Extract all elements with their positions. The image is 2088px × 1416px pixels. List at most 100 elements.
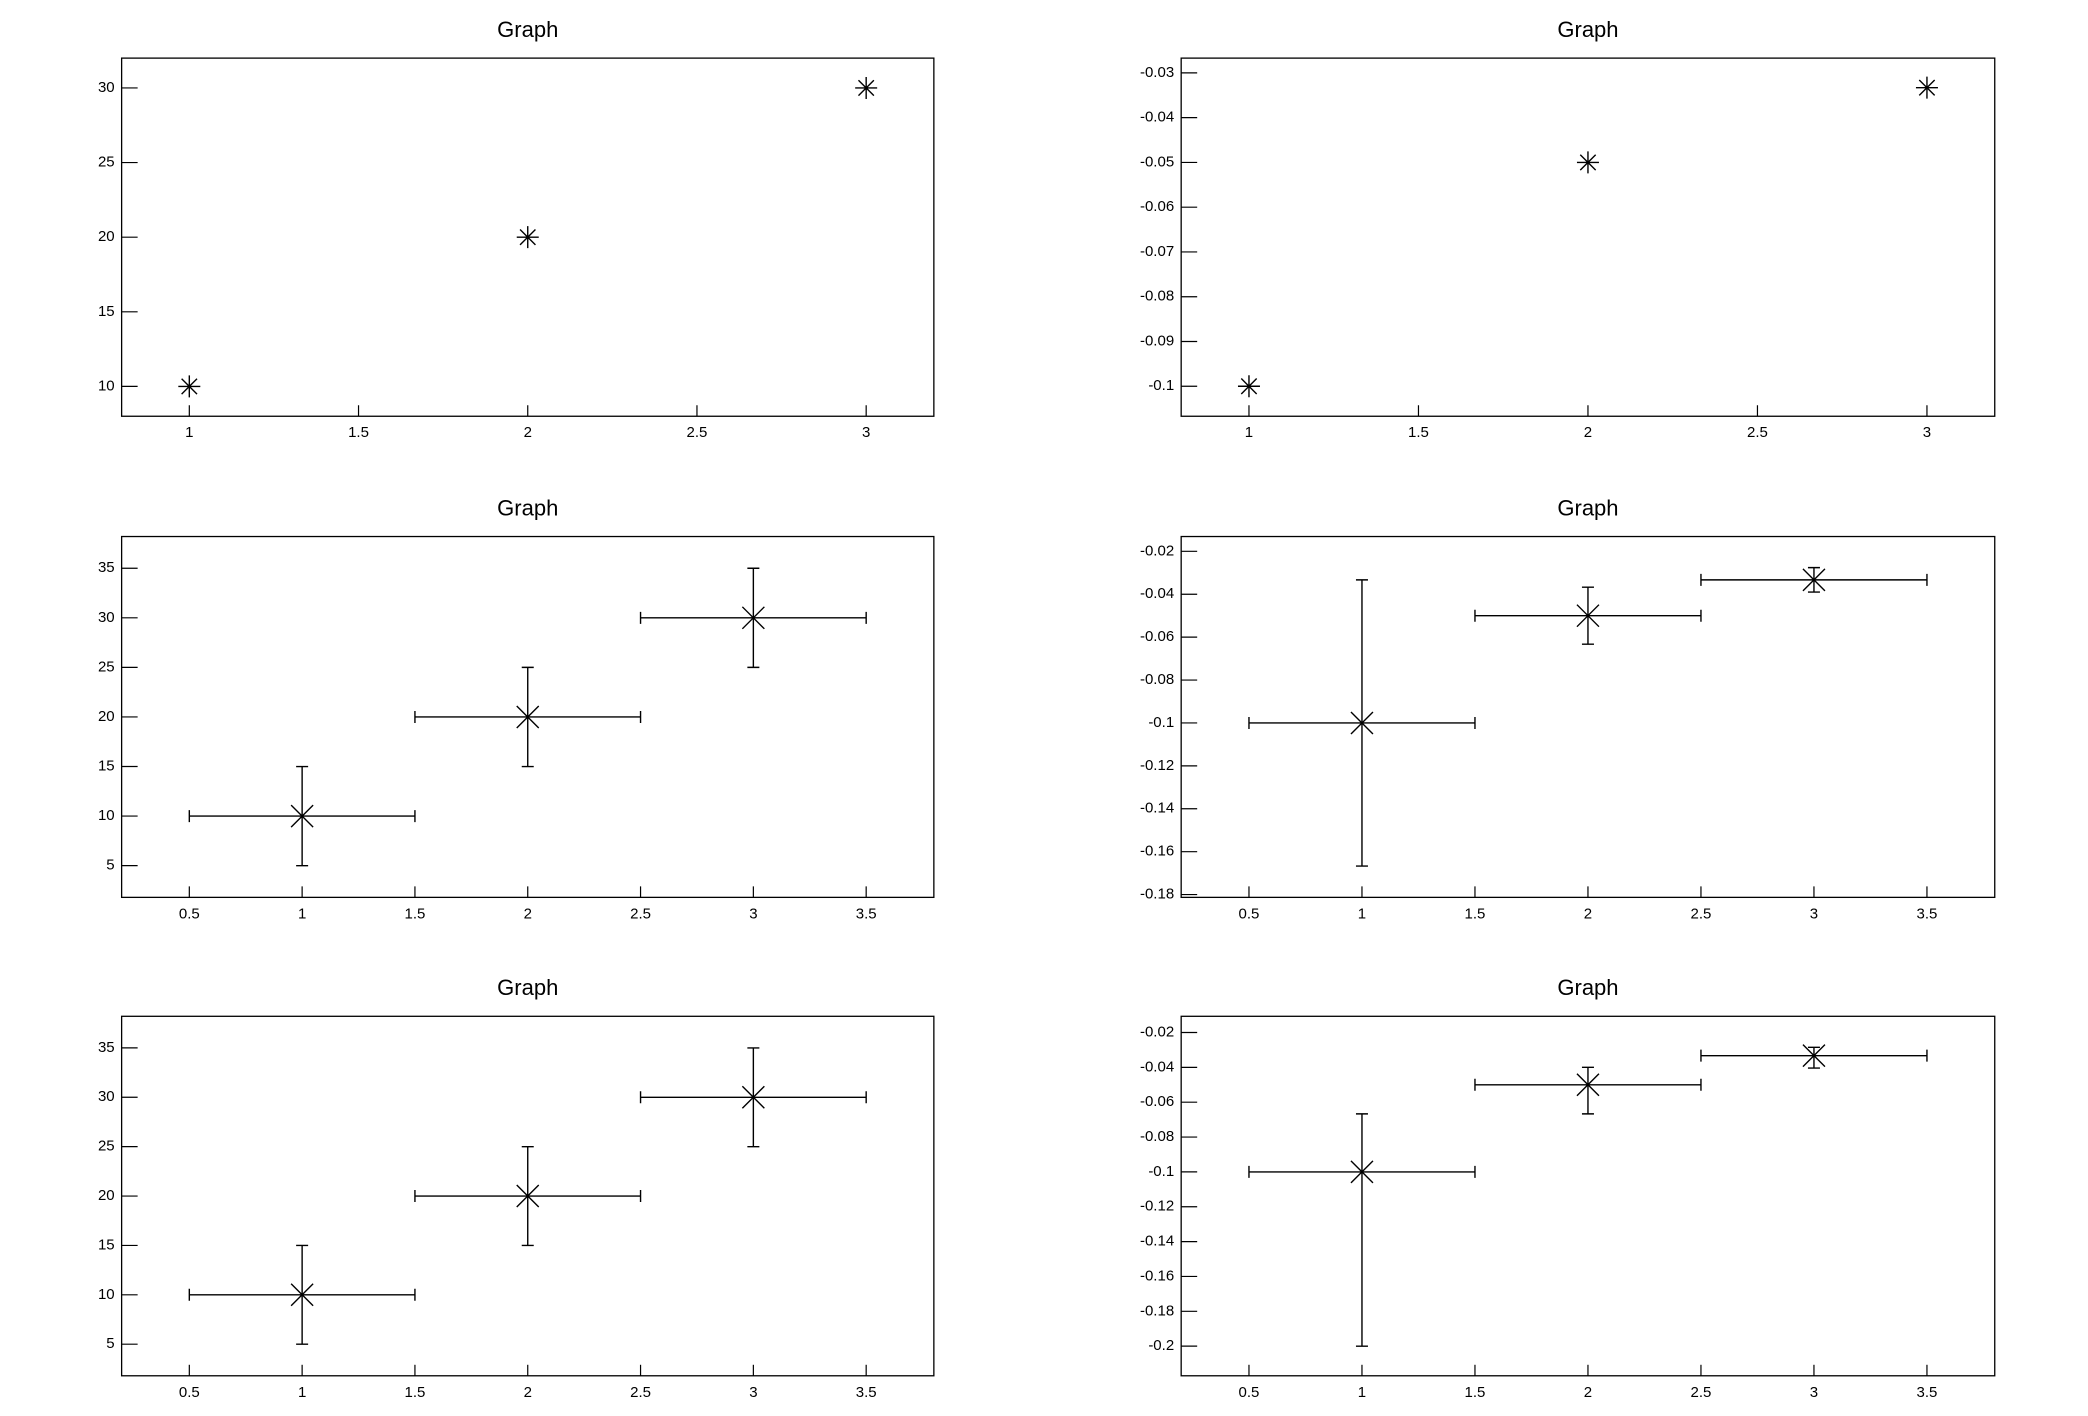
x-tick-label: 0.5 [1239, 1384, 1260, 1401]
y-tick-label: -0.12 [1140, 757, 1174, 774]
marker [1915, 76, 1938, 99]
x-tick-label: 1.5 [348, 424, 369, 441]
x-tick-label: 0.5 [179, 1384, 200, 1401]
chart-title: Graph [497, 495, 558, 520]
y-tick-label: -0.16 [1140, 843, 1174, 860]
y-tick-label: 20 [98, 708, 115, 725]
y-error-bar [1355, 1113, 1368, 1347]
y-tick-label: 30 [98, 79, 115, 96]
y-tick-label: -0.18 [1140, 886, 1174, 903]
y-tick-label: 25 [98, 1138, 115, 1155]
x-tick-label: 1 [298, 1384, 306, 1401]
y-tick-label: 30 [98, 1088, 115, 1105]
marker [1350, 1160, 1374, 1184]
y-tick-label: -0.09 [1140, 332, 1174, 349]
x-tick-label: 2 [524, 424, 532, 441]
marker [1350, 711, 1374, 735]
x-tick-label: 2.5 [1747, 424, 1768, 441]
y-tick-label: 30 [98, 609, 115, 626]
marker [516, 705, 540, 729]
marker [1576, 151, 1599, 174]
x-tick-label: 3 [1923, 424, 1931, 441]
x-tick-label: 2.5 [630, 905, 651, 922]
y-tick-label: -0.08 [1140, 671, 1174, 688]
x-tick-label: 1 [1358, 905, 1366, 922]
marker [516, 226, 539, 249]
y-tick-label: -0.14 [1140, 1233, 1174, 1250]
marker [1802, 568, 1826, 592]
x-tick-label: 2 [1584, 905, 1592, 922]
x-tick-label: 3.5 [1917, 905, 1938, 922]
y-tick-label: -0.02 [1140, 1023, 1174, 1040]
y-tick-label: 25 [98, 154, 115, 171]
y-error-bar [1807, 1046, 1820, 1069]
y-tick-label: -0.14 [1140, 800, 1174, 817]
y-tick-label: -0.08 [1140, 1128, 1174, 1145]
x-tick-label: 3.5 [1917, 1384, 1938, 1401]
marker [290, 1283, 314, 1307]
y-tick-label: 15 [98, 757, 115, 774]
chart-title: Graph [497, 17, 558, 42]
y-tick-label: -0.04 [1140, 585, 1174, 602]
y-tick-label: -0.04 [1140, 1058, 1174, 1075]
chart-title: Graph [1557, 17, 1618, 42]
x-tick-label: 1.5 [1408, 424, 1429, 441]
x-tick-label: 1 [1245, 424, 1253, 441]
y-tick-label: 25 [98, 658, 115, 675]
y-tick-label: -0.08 [1140, 288, 1174, 305]
x-tick-label: 3.5 [856, 905, 877, 922]
x-tick-label: 3 [1810, 1384, 1818, 1401]
y-tick-label: -0.16 [1140, 1267, 1174, 1284]
x-tick-label: 3.5 [856, 1384, 877, 1401]
x-tick-label: 1 [298, 905, 306, 922]
y-tick-label: -0.06 [1140, 1093, 1174, 1110]
y-tick-label: 20 [98, 1187, 115, 1204]
y-tick-label: -0.04 [1140, 109, 1174, 126]
plot-frame [1180, 57, 1996, 417]
y-tick-label: 10 [98, 377, 115, 394]
y-tick-label: -0.07 [1140, 243, 1174, 260]
marker [1802, 1044, 1826, 1068]
y-tick-label: -0.06 [1140, 198, 1174, 215]
marker [1576, 604, 1600, 628]
x-tick-label: 2 [524, 1384, 532, 1401]
x-tick-label: 1 [1358, 1384, 1366, 1401]
marker [1237, 375, 1260, 398]
x-tick-label: 0.5 [1239, 905, 1260, 922]
chart-title: Graph [1557, 975, 1618, 1000]
y-tick-label: -0.18 [1140, 1302, 1174, 1319]
y-tick-label: 15 [98, 303, 115, 320]
x-tick-label: 2.5 [687, 424, 708, 441]
x-tick-label: 3 [1810, 905, 1818, 922]
x-tick-label: 1.5 [405, 905, 426, 922]
marker [516, 1184, 540, 1208]
y-tick-label: -0.1 [1148, 714, 1174, 731]
x-tick-label: 3 [749, 905, 757, 922]
y-tick-label: 35 [98, 559, 115, 576]
y-tick-label: 10 [98, 807, 115, 824]
chart-title: Graph [497, 975, 558, 1000]
x-tick-label: 1.5 [1465, 1384, 1486, 1401]
marker [741, 1085, 765, 1109]
x-tick-label: 3 [749, 1384, 757, 1401]
x-tick-label: 2 [1584, 424, 1592, 441]
y-tick-label: 35 [98, 1039, 115, 1056]
x-tick-label: 1.5 [405, 1384, 426, 1401]
y-tick-label: -0.03 [1140, 64, 1174, 81]
y-tick-label: -0.02 [1140, 542, 1174, 559]
y-tick-label: -0.1 [1148, 377, 1174, 394]
y-error-bar [1581, 1066, 1594, 1115]
x-tick-label: 2 [1584, 1384, 1592, 1401]
x-tick-label: 0.5 [179, 905, 200, 922]
chart-title: Graph [1557, 495, 1618, 520]
y-tick-label: -0.05 [1140, 153, 1174, 170]
marker [1576, 1073, 1600, 1097]
y-tick-label: -0.06 [1140, 628, 1174, 645]
y-tick-label: -0.12 [1140, 1198, 1174, 1215]
y-tick-label: 10 [98, 1286, 115, 1303]
marker [290, 804, 314, 828]
marker [855, 76, 878, 99]
y-tick-label: 5 [106, 857, 114, 874]
